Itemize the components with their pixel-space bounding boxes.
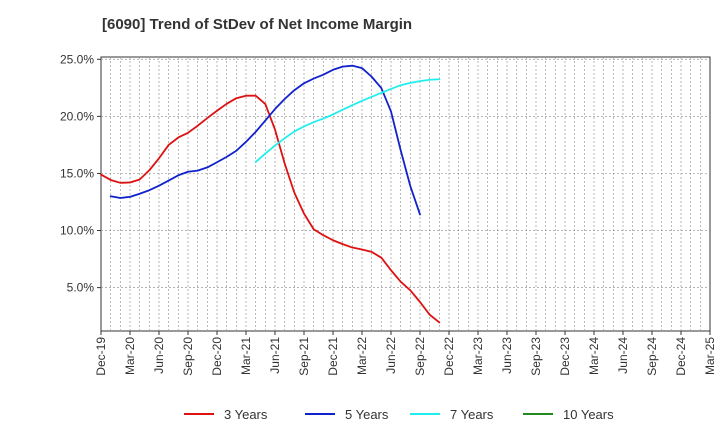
series-line-3-years (100, 94, 441, 324)
legend-label: 10 Years (563, 407, 614, 422)
x-tick-label: Dec-21 (326, 337, 340, 376)
grid-layer (101, 57, 710, 331)
x-tick-label: Mar-23 (471, 337, 485, 375)
series-line-5-years (109, 64, 421, 216)
x-tick-label: Dec-22 (442, 337, 456, 376)
plot-area (100, 56, 711, 332)
x-tick-label: Mar-24 (587, 337, 601, 375)
x-axis: Dec-19 Mar-20 Jun-20 Sep-20 Dec-20 Mar-21 Jun-… (94, 331, 717, 376)
x-tick-label: Dec-19 (94, 337, 108, 376)
legend-label: 5 Years (345, 407, 389, 422)
x-tick-label: Mar-22 (355, 337, 369, 375)
x-tick-label: Jun-22 (384, 337, 398, 374)
series-line-7-years (254, 78, 441, 163)
x-tick-label: Jun-24 (616, 337, 630, 374)
legend-label: 7 Years (450, 407, 494, 422)
x-tick-label: Dec-23 (558, 337, 572, 376)
legend: 3 Years 5 Years 7 Years 10 Years (184, 407, 614, 422)
y-tick-label: 20.0% (60, 109, 94, 123)
x-tick-label: Sep-23 (529, 337, 543, 376)
x-tick-label: Jun-21 (268, 337, 282, 374)
x-tick-label: Mar-25 (703, 337, 717, 375)
x-tick-label: Mar-20 (123, 337, 137, 375)
x-tick-label: Jun-20 (152, 337, 166, 374)
x-tick-label: Dec-24 (674, 337, 688, 376)
y-tick-label: 5.0% (67, 281, 95, 295)
series-layer (100, 64, 441, 324)
x-tick-label: Jun-23 (500, 337, 514, 374)
y-tick-label: 25.0% (60, 52, 94, 66)
x-tick-label: Sep-22 (413, 337, 427, 376)
x-tick-label: Dec-20 (210, 337, 224, 376)
legend-label: 3 Years (224, 407, 268, 422)
y-tick-label: 15.0% (60, 166, 94, 180)
y-axis: 5.0% 10.0% 15.0% 20.0% 25.0% (60, 52, 101, 295)
chart-title: [6090] Trend of StDev of Net Income Marg… (102, 16, 413, 33)
x-tick-label: Mar-21 (239, 337, 253, 375)
y-tick-label: 10.0% (60, 224, 94, 238)
x-tick-label: Sep-21 (297, 337, 311, 376)
x-tick-label: Sep-20 (181, 337, 195, 376)
x-tick-label: Sep-24 (645, 337, 659, 376)
